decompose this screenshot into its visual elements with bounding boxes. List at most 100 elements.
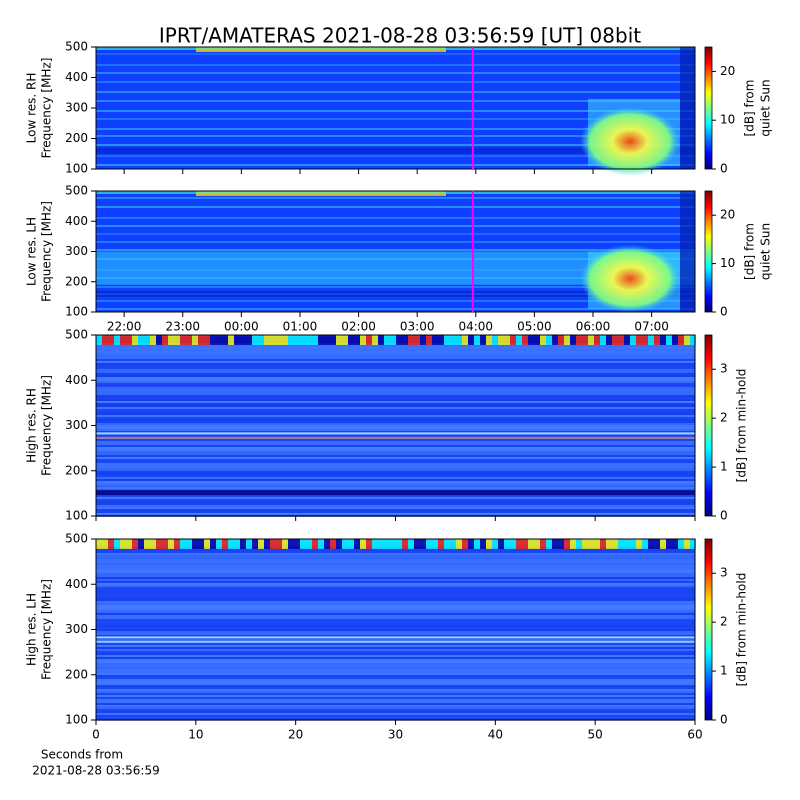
- spectrogram-top: [330, 539, 336, 549]
- spectrogram-band: [96, 147, 695, 154]
- spectrogram-top: [306, 335, 312, 345]
- spectrogram-noise: [96, 659, 695, 661]
- spectrogram-top: [492, 335, 498, 345]
- spectrogram-top: [576, 335, 582, 345]
- spectrogram-top: [444, 539, 450, 549]
- spectrogram-top: [276, 539, 282, 549]
- spectrogram-noise: [96, 441, 695, 443]
- spectrogram-top: [624, 335, 630, 345]
- spectrogram-noise: [96, 471, 695, 473]
- spectrogram-noise: [96, 643, 695, 645]
- spectrogram-noise: [96, 709, 695, 711]
- spectrogram-top: [150, 335, 156, 345]
- spectrogram-noise: [96, 381, 695, 383]
- spectrogram-top: [366, 539, 372, 549]
- spectrogram-top: [174, 539, 180, 549]
- x-tick-label: 50: [588, 728, 603, 742]
- spectrogram-noise: [96, 435, 695, 437]
- spectrogram-stripe: [96, 300, 695, 302]
- spectrogram-noise: [96, 623, 695, 625]
- spectrogram-top: [372, 335, 378, 345]
- colorbar-tick-label: 20: [720, 64, 735, 78]
- spectrogram-noise: [96, 373, 695, 375]
- colorbar-tick-label: 0: [720, 713, 728, 727]
- spectrogram-top: [216, 539, 222, 549]
- x-tick-label: 01:00: [283, 320, 318, 334]
- spectrogram-noise: [96, 697, 695, 699]
- colorbar-label: [dB] from min-hold: [735, 369, 749, 483]
- x-tick-label: 20: [288, 728, 303, 742]
- spectrogram-top: [558, 539, 564, 549]
- spectrogram-noise: [96, 551, 695, 553]
- spectrogram-top: [384, 335, 390, 345]
- y-tick-label: 300: [65, 418, 88, 432]
- spectrogram-noise: [96, 461, 695, 463]
- spectrogram-top: [468, 539, 474, 549]
- colorbar-label: [dB] from: [743, 223, 757, 280]
- y-tick-label: 500: [65, 184, 88, 198]
- x-tick-label: 0: [92, 728, 100, 742]
- spectrogram-top: [594, 335, 600, 345]
- spectrogram-top: [402, 539, 408, 549]
- spectrogram-noise: [96, 415, 695, 417]
- spectrogram-noise: [96, 601, 695, 603]
- spectrogram-top: [654, 539, 660, 549]
- spectrogram-top: [276, 335, 282, 345]
- spectrogram-noise: [96, 411, 695, 413]
- spectrogram-noise: [96, 587, 695, 589]
- spectrogram-top: [270, 335, 276, 345]
- spectrogram-noise: [96, 379, 695, 381]
- y-tick-label: 200: [65, 274, 88, 288]
- colorbar-tick-label: 0: [720, 509, 728, 523]
- spectrogram-top: [450, 335, 456, 345]
- spectrogram-top: [360, 335, 366, 345]
- spectrogram-noise: [96, 499, 695, 501]
- spectrogram-top: [306, 539, 312, 549]
- spectrogram-top: [234, 335, 240, 345]
- spectrogram-noise: [96, 653, 695, 655]
- spectrogram-top: [240, 539, 246, 549]
- spectrogram-top: [630, 539, 636, 549]
- spectrogram-top: [348, 539, 354, 549]
- spectrogram-top: [552, 539, 558, 549]
- spectrogram-top: [378, 539, 384, 549]
- spectrogram-noise: [96, 391, 695, 393]
- spectrogram-stripe: [96, 53, 695, 55]
- spectrogram-top: [456, 335, 462, 345]
- spectrogram-burst: [580, 244, 680, 313]
- y-axis-label: High res. RH: [25, 388, 39, 463]
- spectrogram-noise: [96, 649, 695, 651]
- spectrogram-top: [108, 335, 114, 345]
- spectrogram-noise: [96, 713, 695, 715]
- spectrogram-top: [612, 539, 618, 549]
- colorbar-tick-label: 3: [720, 362, 728, 376]
- spectrogram-top: [204, 335, 210, 345]
- spectrogram-top: [648, 539, 654, 549]
- spectrogram-noise: [96, 575, 695, 577]
- spectrogram-noise: [96, 605, 695, 607]
- colorbar: [704, 190, 713, 313]
- spectrogram-noise: [96, 385, 695, 387]
- y-tick-label: 300: [65, 244, 88, 258]
- y-axis-label: Low res. LH: [25, 217, 39, 286]
- spectrogram-top: [186, 539, 192, 549]
- spectrogram-stripe: [96, 233, 695, 235]
- y-tick-label: 100: [65, 713, 88, 727]
- spectrogram-top: [138, 539, 144, 549]
- spectrogram-noise: [96, 579, 695, 581]
- spectrogram-top: [300, 335, 306, 345]
- x-axis-label: 2021-08-28 03:56:59: [32, 764, 159, 778]
- spectrogram-noise: [96, 593, 695, 595]
- colorbar-tick-label: 10: [720, 256, 735, 270]
- spectrogram-top: [492, 539, 498, 549]
- spectrogram-noise: [96, 363, 695, 365]
- spectrogram-top: [222, 539, 228, 549]
- colorbar: [704, 334, 713, 517]
- spectrogram-top: [396, 335, 402, 345]
- spectrogram-top: [462, 335, 468, 345]
- spectrogram-noise: [96, 687, 695, 689]
- spectrogram-noise: [96, 629, 695, 631]
- spectrogram-noise: [96, 509, 695, 511]
- spectrogram-noise: [96, 599, 695, 601]
